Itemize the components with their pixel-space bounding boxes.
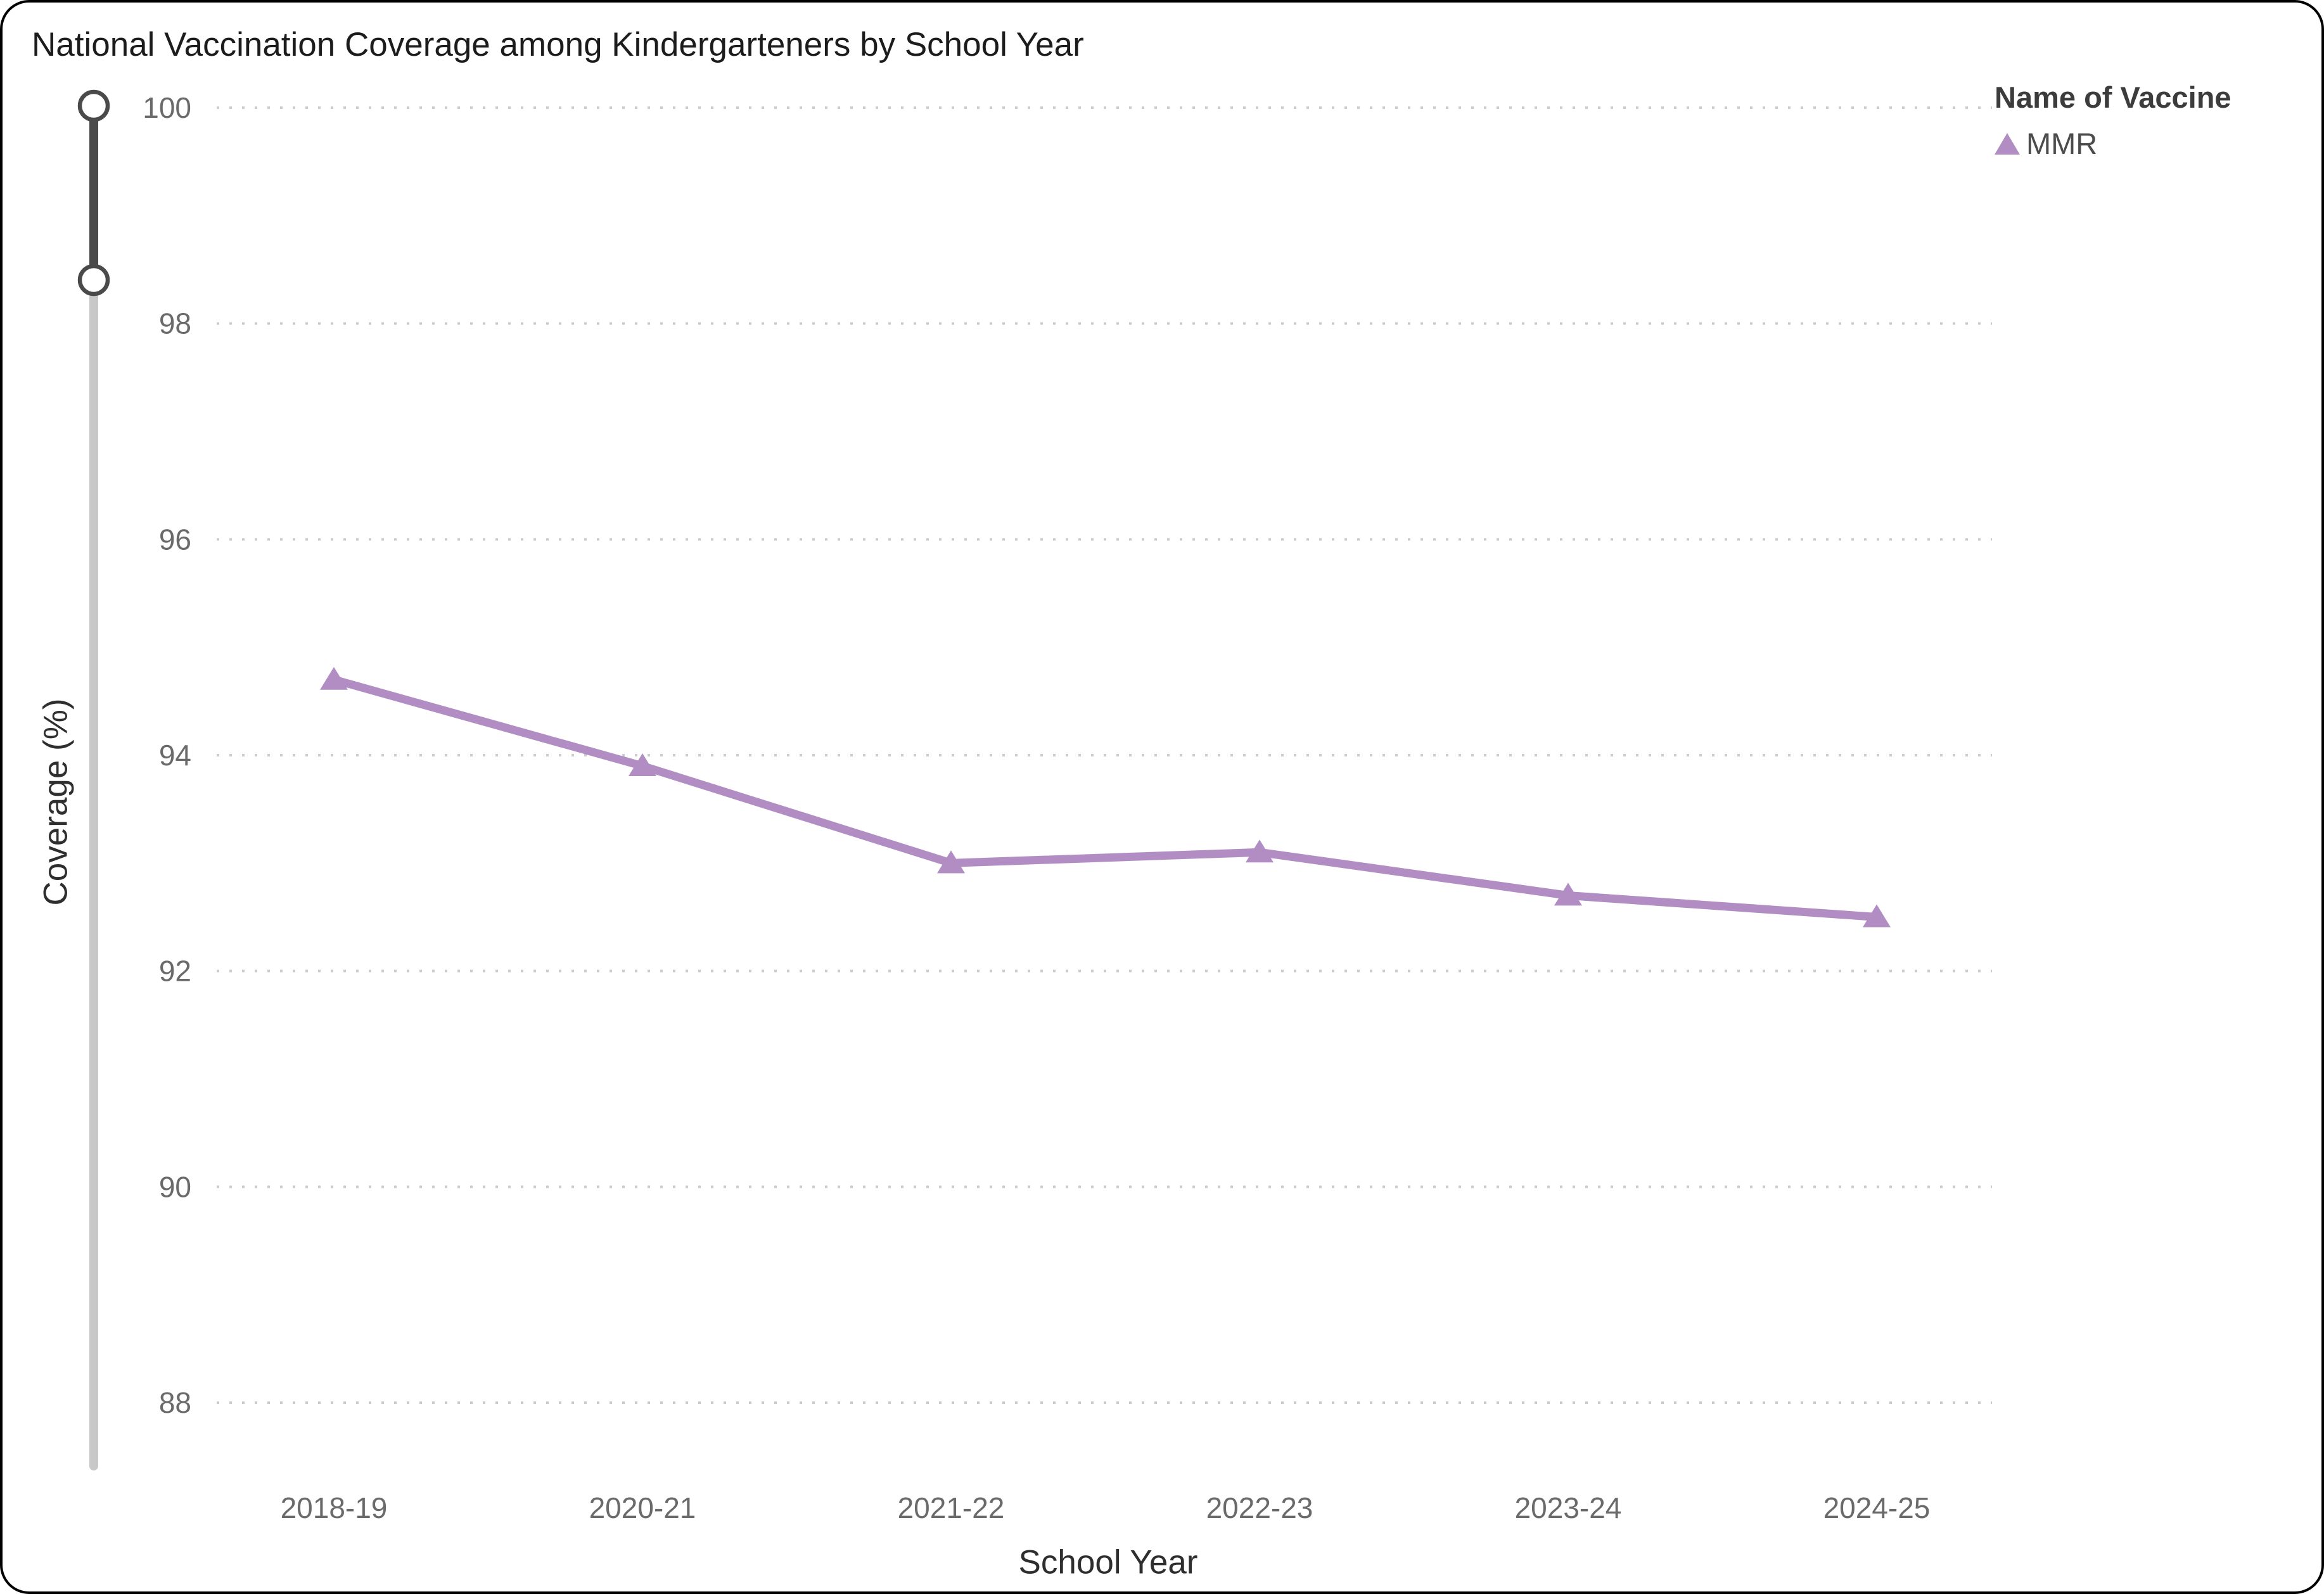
legend-item-label: MMR [2026, 127, 2098, 160]
data-point-marker[interactable] [320, 666, 348, 690]
legend-item-mmr[interactable]: MMR [1995, 126, 2231, 161]
data-point-marker[interactable] [1246, 839, 1274, 863]
slider-handle-bottom[interactable] [77, 264, 110, 296]
mmr-triangle-marker-icon [1995, 132, 2020, 155]
slider-handle-top[interactable] [77, 89, 110, 122]
x-tick-label: 2022-23 [1206, 1491, 1313, 1524]
data-point-marker[interactable] [629, 753, 656, 777]
legend-title: Name of Vaccine [1995, 80, 2231, 114]
x-axis-title: School Year [1018, 1543, 1198, 1581]
legend: Name of Vaccine MMR [1995, 80, 2231, 161]
plot-area[interactable]: 100 98 96 94 92 90 88 2018-19 2020-21 2021-22 2022… [3, 3, 2321, 1591]
y-tick-label: 90 [159, 1170, 191, 1203]
y-axis-zoom-slider[interactable] [3, 3, 2321, 1591]
y-axis-title: Coverage (%) [37, 698, 75, 906]
x-tick-label: 2024-25 [1823, 1491, 1931, 1524]
data-point-marker[interactable] [937, 850, 965, 874]
x-tick-label: 2020-21 [589, 1491, 696, 1524]
data-point-marker[interactable] [1863, 904, 1891, 928]
chart-title: National Vaccination Coverage among Kind… [32, 26, 1084, 63]
x-tick-label: 2021-22 [898, 1491, 1005, 1524]
y-tick-label: 88 [159, 1386, 191, 1419]
y-tick-label: 92 [159, 955, 191, 988]
y-tick-label: 96 [159, 523, 191, 556]
y-tick-label: 100 [143, 91, 191, 124]
y-tick-label: 94 [159, 739, 191, 772]
data-point-marker[interactable] [1554, 883, 1582, 906]
y-tick-label: 98 [159, 307, 191, 340]
x-tick-label: 2018-19 [281, 1491, 388, 1524]
x-tick-label: 2023-24 [1515, 1491, 1622, 1524]
mmr-line-series[interactable] [329, 675, 1881, 921]
